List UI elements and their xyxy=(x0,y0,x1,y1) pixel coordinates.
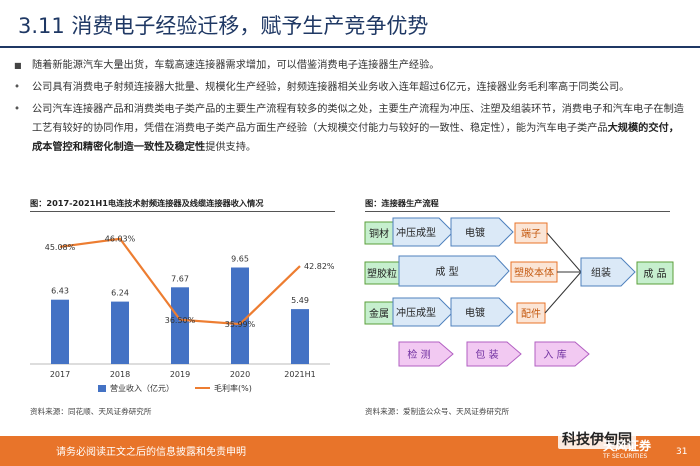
node-product-label: 成 品 xyxy=(643,268,666,280)
node-plastic-label: 塑胶粒 xyxy=(367,267,397,280)
right-figure-title: 图：连接器生产流程 xyxy=(365,198,439,208)
node-mold xyxy=(398,255,510,287)
bullet-list: ■ 随着新能源汽车大量出货，车载高速连接器需求增加，可以借鉴消费电子连接器生产经验… xyxy=(14,56,684,160)
left-figure-divider xyxy=(30,211,335,212)
page-title: 3.11 消费电子经验迁移，赋予生产竞争优势 xyxy=(18,14,429,38)
bullet-item: • 公司具有消费电子射频连接器大批量、规模化生产经验，射频连接器相关业务收入连年超… xyxy=(14,78,684,97)
revenue-bar xyxy=(231,267,249,364)
node-stamp-2-label: 冲压成型 xyxy=(396,306,436,319)
dot-bullet-icon: • xyxy=(14,104,21,115)
node-metal-label: 金属 xyxy=(369,307,389,320)
revenue-bar xyxy=(291,309,309,364)
node-inspect xyxy=(398,341,454,367)
wechat-watermark: 科技伊甸园 xyxy=(558,429,636,449)
gross-margin-label: 36.50% xyxy=(165,316,196,325)
node-plate-2 xyxy=(450,297,514,327)
connector-process-flow: 铜材 冲压成型 电镀 端子塑胶粒成 型塑胶本体金属 冲压成型 电镀 配件组装成 品检 测包 … xyxy=(355,214,675,400)
revenue-bar-label: 6.43 xyxy=(51,287,69,296)
brand-logo-subtitle: TF SECURITIES xyxy=(603,453,648,460)
bullet-item: • 公司汽车连接器产品和消费类电子类产品的主要生产流程有较多的类似之处，主要生产流… xyxy=(14,100,684,157)
gross-margin-label: 45.08% xyxy=(45,243,76,252)
node-assemble-label: 组装 xyxy=(591,266,611,279)
x-tick-label: 2018 xyxy=(110,370,130,379)
node-warehouse-label: 入 库 xyxy=(543,348,566,361)
bullet-segment: 提供支持。 xyxy=(205,142,257,153)
revenue-margin-chart: 6.43 2017 6.24 2018 7.67 2019 9.65 2020 5.49 2021… xyxy=(30,235,335,393)
node-stamp-2 xyxy=(392,297,454,327)
node-product xyxy=(636,261,674,285)
x-tick-label: 2017 xyxy=(50,370,70,379)
revenue-bar-label: 9.65 xyxy=(231,255,249,264)
node-plastic-body-label: 塑胶本体 xyxy=(514,266,554,279)
node-pack-label: 包 装 xyxy=(475,348,498,361)
gross-margin-label: 42.82% xyxy=(304,262,335,271)
x-tick-label: 2021H1 xyxy=(284,370,315,379)
left-figure-source: 资料来源：同花顺、天风证券研究所 xyxy=(30,407,152,416)
right-figure-divider xyxy=(365,211,670,212)
gross-margin-label: 46.03% xyxy=(105,235,136,244)
node-terminal-label: 端子 xyxy=(521,227,541,240)
left-figure-title: 图：2017-2021H1电连技术射频连接器及线缆连接器收入情况 xyxy=(30,198,264,208)
x-tick-label: 2020 xyxy=(230,370,250,379)
bullet-segment: 公司具有消费电子射频连接器大批量、规模化生产经验，射频连接器相关业务收入连年超过… xyxy=(32,82,630,93)
revenue-bar-label: 6.24 xyxy=(111,289,129,298)
legend-bar-label: 营业收入（亿元） xyxy=(110,383,174,393)
node-assemble xyxy=(580,257,636,287)
disclaimer-text: 请务必阅读正文之后的信息披露和免责申明 xyxy=(56,447,246,458)
page-number: 31 xyxy=(676,447,688,457)
square-bullet-icon: ■ xyxy=(14,61,22,70)
gross-margin-line xyxy=(59,237,301,326)
bullet-segment: 公司汽车连接器产品和消费类电子类产品的主要生产流程有较多的类似之处，主要生产流程… xyxy=(32,104,684,134)
legend-line-label: 毛利率(%) xyxy=(214,383,252,393)
bullet-text: 公司具有消费电子射频连接器大批量、规模化生产经验，射频连接器相关业务收入连年超过… xyxy=(32,78,684,97)
node-parts-label: 配件 xyxy=(521,308,541,320)
bullet-text: 公司汽车连接器产品和消费类电子类产品的主要生产流程有较多的类似之处，主要生产流程… xyxy=(32,100,684,157)
right-figure-source: 资料来源：爱制造公众号、天风证券研究所 xyxy=(365,407,510,416)
arrow-terminal-to-assemble xyxy=(546,232,582,273)
node-warehouse xyxy=(534,341,590,367)
revenue-bar-label: 5.49 xyxy=(291,296,309,305)
bullet-item: ■ 随着新能源汽车大量出货，车载高速连接器需求增加，可以借鉴消费电子连接器生产经验… xyxy=(14,56,684,75)
node-pack xyxy=(466,341,522,367)
revenue-bar-label: 7.67 xyxy=(171,274,189,283)
node-plate-1 xyxy=(450,217,514,247)
node-plate-2-label: 电镀 xyxy=(465,306,485,319)
node-copper-label: 铜材 xyxy=(369,227,389,240)
revenue-bar xyxy=(171,287,189,364)
dot-bullet-icon: • xyxy=(14,82,21,93)
legend-bar-swatch xyxy=(98,385,106,392)
node-plate-1-label: 电镀 xyxy=(465,226,485,239)
arrow-parts-to-assemble xyxy=(544,271,582,314)
x-tick-label: 2019 xyxy=(170,370,190,379)
bullet-bold-segment: 大规模的交付，成本管控和精密化制造一致性及稳定性 xyxy=(32,123,679,153)
node-inspect-label: 检 测 xyxy=(407,348,430,361)
bullet-text: 随着新能源汽车大量出货，车载高速连接器需求增加，可以借鉴消费电子连接器生产经验。 xyxy=(32,56,684,75)
node-stamp-1-label: 冲压成型 xyxy=(396,226,436,239)
revenue-bar xyxy=(51,299,69,364)
brand-logo: 天风证券 xyxy=(603,439,652,453)
bullet-segment: 随着新能源汽车大量出货，车载高速连接器需求增加，可以借鉴消费电子连接器生产经验。 xyxy=(32,60,440,71)
revenue-bar xyxy=(111,301,129,364)
node-stamp-1 xyxy=(392,217,454,247)
gross-margin-label: 35.99% xyxy=(225,320,256,329)
title-divider xyxy=(0,46,700,48)
node-mold-label: 成 型 xyxy=(435,265,458,278)
